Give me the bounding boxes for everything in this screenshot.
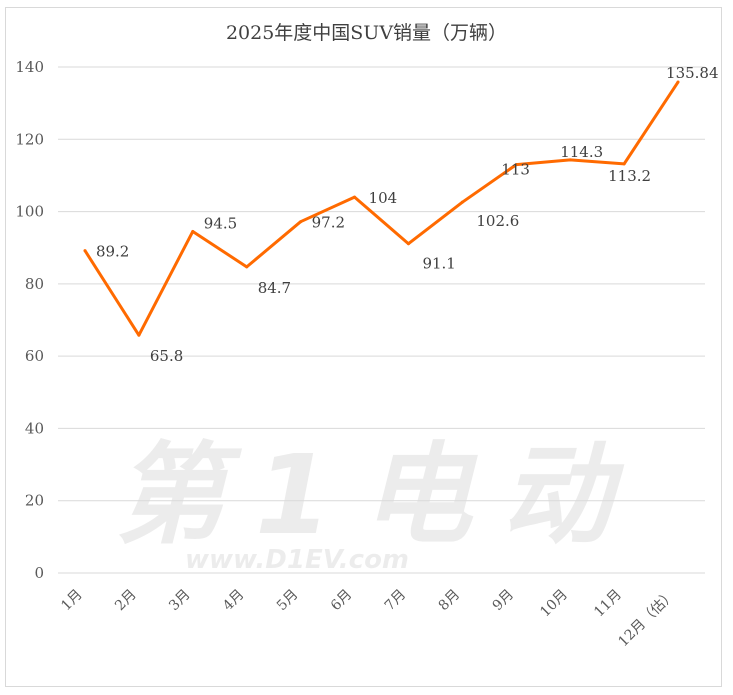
y-tick-label: 60 (25, 347, 44, 365)
data-point (460, 200, 464, 204)
data-point (137, 333, 141, 337)
x-tick-label: 10月 (537, 587, 571, 621)
data-point (406, 242, 410, 246)
y-tick-label: 80 (25, 275, 44, 293)
data-point (676, 80, 680, 84)
series-line (83, 81, 680, 337)
data-point (514, 163, 518, 167)
data-point (568, 158, 572, 162)
data-label: 91.1 (422, 255, 455, 273)
y-tick-label: 100 (15, 203, 44, 221)
y-tick-label: 0 (34, 564, 44, 582)
x-tick-label: 11月 (591, 587, 625, 621)
data-point (83, 249, 87, 253)
data-point (622, 162, 626, 166)
watermark-url: www.D1EV.com (185, 545, 410, 575)
chart-title: 2025年度中国SUV销量（万辆） (225, 22, 508, 44)
data-label: 102.6 (476, 212, 519, 230)
data-label: 113 (501, 161, 530, 179)
data-label: 104 (369, 189, 398, 207)
y-tick-label: 120 (15, 130, 44, 148)
x-tick-label: 5月 (274, 587, 302, 615)
x-tick-label: 6月 (328, 587, 356, 615)
data-label: 135.84 (666, 64, 719, 82)
data-point (191, 229, 195, 233)
y-tick-label: 20 (25, 492, 44, 510)
data-point (245, 265, 249, 269)
x-tick-label: 3月 (166, 587, 194, 615)
data-label: 97.2 (312, 214, 345, 232)
x-tick-label: 8月 (436, 587, 464, 615)
watermark-logo: 第1电动 (115, 431, 642, 559)
data-label: 94.5 (204, 214, 237, 232)
data-point (353, 195, 357, 199)
data-label: 113.2 (608, 167, 651, 185)
data-label: 114.3 (560, 143, 603, 161)
x-tick-label: 7月 (382, 587, 410, 615)
y-tick-label: 40 (25, 419, 44, 437)
data-label: 65.8 (150, 347, 183, 365)
y-tick-label: 140 (15, 58, 44, 76)
chart-frame (5, 7, 722, 687)
x-tick-label: 1月 (58, 587, 86, 615)
x-tick-label: 12月（估） (615, 587, 679, 651)
x-tick-label: 2月 (112, 587, 140, 615)
data-point (299, 220, 303, 224)
data-label: 84.7 (258, 279, 291, 297)
x-tick-label: 9月 (490, 587, 518, 615)
data-label: 89.2 (96, 243, 129, 261)
x-tick-label: 4月 (220, 587, 248, 615)
